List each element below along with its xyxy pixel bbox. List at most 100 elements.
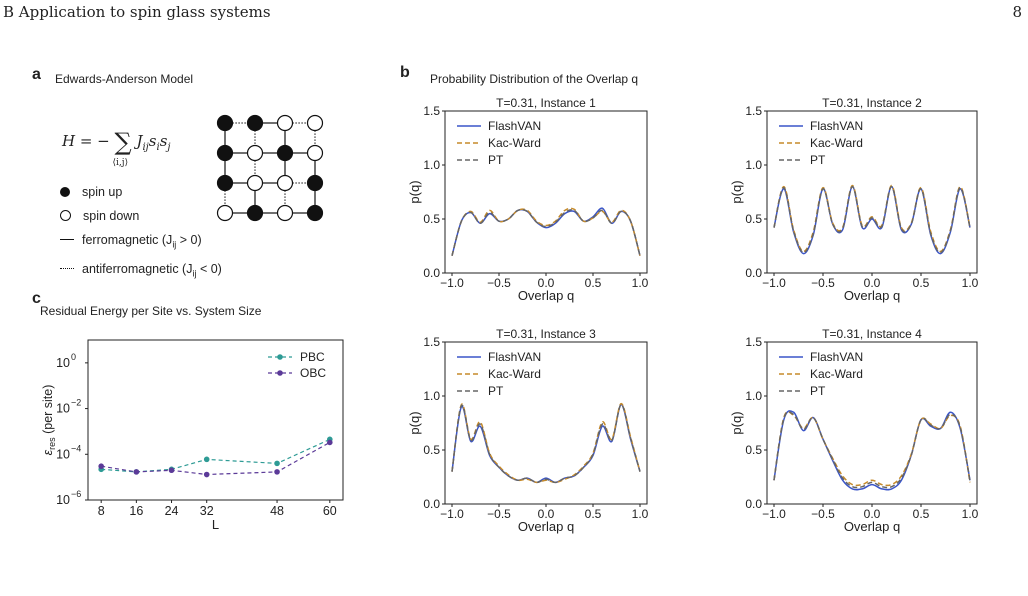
data-point-pbc	[203, 456, 210, 463]
spin-down-site	[246, 174, 264, 192]
y-tick-label: 10	[56, 447, 70, 461]
spin-subscript-2: j	[167, 142, 171, 153]
legend-marker	[277, 354, 283, 360]
coupling-subscript: ij	[142, 142, 149, 153]
x-tick-label: −1.0	[762, 507, 786, 521]
x-axis-label: L	[212, 517, 219, 532]
y-axis-label: p(q)	[729, 180, 744, 203]
data-point-obc	[98, 463, 104, 470]
legend-entry: FlashVAN	[810, 350, 863, 364]
spin-up-site	[246, 204, 264, 222]
spin-down-site	[276, 204, 294, 222]
plot-title: T=0.31, Instance 1	[496, 96, 596, 110]
plot-frame	[766, 110, 978, 274]
legend-entry: PBC	[300, 350, 325, 364]
legend-ferro: ferromagnetic (Jij > 0)	[60, 228, 222, 257]
plot-title: T=0.31, Instance 2	[822, 96, 922, 110]
series-line-pt	[773, 411, 971, 489]
y-tick-exponent: −2	[71, 398, 81, 408]
hamiltonian-equation: H = − ∑ ⟨i,j⟩ Jijsisj	[62, 128, 171, 168]
series-line-kacward	[773, 184, 971, 253]
series-line-kacward	[773, 410, 971, 487]
legend-antiferro: antiferromagnetic (Jij < 0)	[60, 257, 222, 286]
y-axis-label-unit: (per site)	[41, 385, 55, 438]
spin-up-site	[276, 144, 294, 162]
panel-b-title: Probability Distribution of the Overlap …	[430, 72, 639, 86]
data-point-obc	[133, 469, 140, 475]
series-line-pt	[451, 208, 641, 256]
legend-entry: PT	[488, 384, 504, 398]
spin-down-site	[276, 114, 294, 132]
series-line-kacward	[451, 402, 641, 484]
x-tick-label: 0.0	[864, 276, 881, 290]
plot-frame	[444, 110, 648, 274]
spin-down-site	[216, 204, 234, 222]
y-tick-label: 1.5	[745, 335, 762, 349]
x-tick-label: 1.0	[962, 276, 979, 290]
y-tick-label: 0.5	[745, 212, 762, 226]
y-tick-label: 0.0	[745, 497, 762, 511]
y-axis-label: εres (per site)	[41, 385, 57, 456]
series-line-pt	[451, 403, 641, 484]
y-tick-label: 1.0	[423, 389, 440, 403]
data-point-obc	[203, 471, 210, 478]
y-tick-exponent: −6	[71, 489, 81, 499]
legend-spin-down-label: spin down	[83, 209, 140, 223]
legend-entry: FlashVAN	[488, 119, 541, 133]
y-tick-label: 0.5	[423, 212, 440, 226]
y-tick-label: 0.0	[745, 266, 762, 280]
spin-down-site	[306, 144, 324, 162]
filled-circle-icon	[60, 187, 70, 197]
x-tick-label: 0.5	[585, 507, 602, 521]
panel-a-label: a	[32, 66, 41, 83]
legend-marker	[277, 370, 283, 376]
spin-up-site	[306, 174, 324, 192]
x-tick-label: 24	[165, 504, 179, 518]
x-tick-label: −0.5	[487, 276, 511, 290]
x-tick-label: −1.0	[440, 507, 464, 521]
y-tick-label: 1.0	[423, 158, 440, 172]
y-tick-label: 10	[56, 356, 70, 370]
x-tick-label: −0.5	[811, 507, 835, 521]
data-point-obc	[168, 467, 175, 474]
spin-up-site	[216, 114, 234, 132]
page-header: B Application to spin glass systems 8	[0, 0, 1028, 30]
series-line-flashvan	[773, 185, 971, 255]
spin-up-site	[216, 144, 234, 162]
spin-down-site	[246, 144, 264, 162]
x-tick-label: 32	[200, 504, 214, 518]
hamiltonian-lhs: H = −	[62, 132, 110, 150]
spin-symbol-2: s	[159, 132, 168, 150]
page-number: 8	[1012, 3, 1022, 21]
x-tick-label: −1.0	[762, 276, 786, 290]
x-tick-label: 16	[129, 504, 143, 518]
sum-symbol: ∑ ⟨i,j⟩	[113, 128, 132, 168]
legend-entry: Kac-Ward	[488, 367, 541, 381]
legend-ferro-label: ferromagnetic (J	[82, 233, 173, 247]
series-line-obc	[101, 441, 331, 476]
x-tick-label: 0.5	[913, 507, 930, 521]
section-heading: B Application to spin glass systems	[3, 3, 271, 21]
x-axis-label: Overlap q	[844, 288, 900, 303]
overlap-plot-1: T=0.31, Instance 1 −1.0 −0.5 0.0 0.5 1.0 0.0 0.…	[407, 96, 649, 303]
sum-glyph: ∑	[114, 128, 132, 156]
y-axis-label-symbol: ε	[41, 449, 55, 455]
y-tick-label: 1.0	[745, 389, 762, 403]
legend-spin-up-label: spin up	[82, 185, 123, 199]
x-tick-label: 1.0	[962, 507, 979, 521]
x-tick-label: 0.5	[585, 276, 602, 290]
y-tick-exponent: 0	[71, 352, 76, 362]
data-point-obc	[274, 469, 280, 475]
overlap-plot-4: T=0.31, Instance 4 −1.0 −0.5 0.0 0.5 1.0 0.0 0.…	[729, 327, 979, 534]
solid-line-icon	[60, 239, 74, 240]
coupling-symbol: J	[136, 132, 143, 150]
legend-entry: Kac-Ward	[810, 367, 863, 381]
legend-entry: FlashVAN	[488, 350, 541, 364]
open-circle-icon	[60, 210, 71, 221]
x-tick-label: 0.5	[913, 276, 930, 290]
y-tick-label: 1.5	[745, 104, 762, 118]
y-axis-label: p(q)	[407, 180, 422, 203]
spin-down-site	[276, 174, 294, 192]
legend-entry: PT	[810, 384, 826, 398]
y-tick-label: 10	[56, 493, 70, 507]
